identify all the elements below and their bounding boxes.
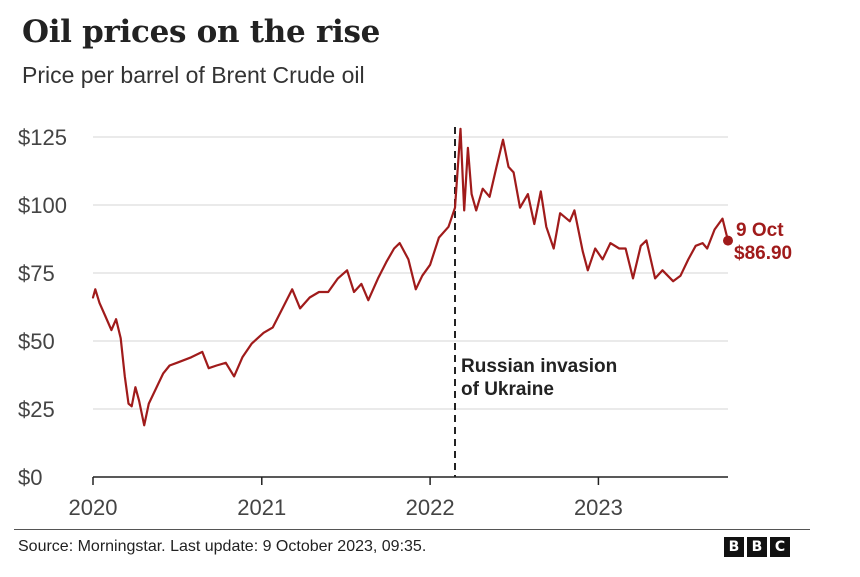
y-tick-label: $100 xyxy=(18,193,67,218)
footer-divider xyxy=(14,529,810,530)
source-note: Source: Morningstar. Last update: 9 Octo… xyxy=(18,538,427,555)
bbc-logo-letter-b2: B xyxy=(747,537,767,557)
y-tick-label: $125 xyxy=(18,125,67,150)
x-tick-label: 2021 xyxy=(237,495,286,520)
brent-crude-price-line xyxy=(91,127,730,427)
end-label-date: 9 Oct xyxy=(736,220,784,241)
annotation-label: of Ukraine xyxy=(461,379,554,400)
y-tick-label: $0 xyxy=(18,465,42,490)
chart-subtitle: Price per barrel of Brent Crude oil xyxy=(22,62,365,88)
annotation-label: Russian invasion xyxy=(461,356,617,377)
x-tick-label: 2023 xyxy=(574,495,623,520)
bbc-logo: B B C xyxy=(724,537,790,557)
bbc-logo-letter-c: C xyxy=(770,537,790,557)
x-tick-label: 2020 xyxy=(69,495,118,520)
gridlines xyxy=(93,136,728,410)
y-tick-label: $75 xyxy=(18,261,55,286)
end-marker: 9 Oct$86.90 xyxy=(723,220,792,264)
bbc-logo-letter-b1: B xyxy=(724,537,744,557)
y-axis-tick-labels: $0 $25 $50 $75 $100 $125 xyxy=(18,125,67,490)
y-tick-label: $25 xyxy=(18,397,55,422)
x-tick-label: 2022 xyxy=(406,495,455,520)
x-axis: 2020 2021 2022 2023 xyxy=(69,476,728,520)
y-tick-label: $50 xyxy=(18,329,55,354)
line-chart: $0 $25 $50 $75 $100 $125 2020 2021 2022 2023 Rus… xyxy=(18,125,792,520)
chart-title: Oil prices on the rise xyxy=(22,14,381,50)
end-point xyxy=(723,235,733,246)
end-label-value: $86.90 xyxy=(734,243,792,264)
